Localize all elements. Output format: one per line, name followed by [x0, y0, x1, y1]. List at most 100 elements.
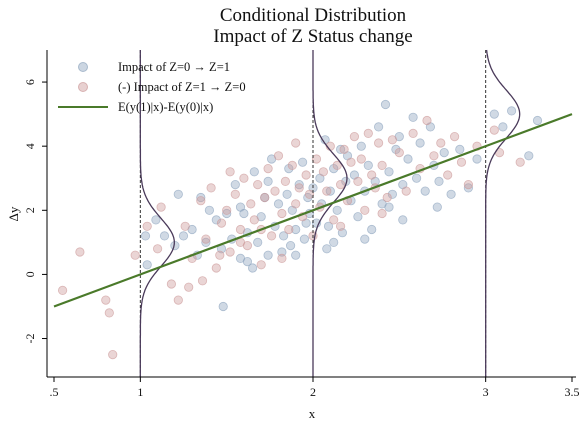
y-tick-label-4: 6: [23, 79, 37, 85]
point-z1-6: [142, 221, 152, 231]
point-z1-11: [180, 221, 190, 231]
point-z1-10: [173, 295, 183, 305]
point-z1-80: [184, 282, 194, 292]
point-z1-18: [222, 205, 232, 215]
point-z1-25: [249, 215, 259, 225]
point-z1-61: [373, 138, 384, 148]
point-z0-55: [356, 141, 366, 151]
point-z0-1: [142, 260, 152, 270]
point-z0-79: [463, 183, 473, 193]
point-z1-81: [197, 276, 208, 286]
x-tick-label-0: .5: [50, 385, 59, 399]
point-z1-66: [401, 186, 411, 196]
point-z0-86: [235, 202, 246, 212]
point-z1-57: [360, 205, 370, 215]
point-z1-16: [211, 263, 221, 273]
y-axis-label: Δy: [6, 206, 21, 221]
point-z0-76: [439, 148, 449, 158]
point-z1-63: [382, 192, 392, 203]
point-z0-6: [178, 231, 189, 241]
point-z0-9: [201, 237, 211, 247]
point-z1-29: [263, 164, 273, 174]
point-z0-75: [434, 176, 444, 186]
point-z1-64: [387, 135, 397, 145]
point-z1-35: [284, 224, 294, 235]
point-z1-33: [277, 208, 287, 219]
point-z0-90: [242, 256, 252, 267]
point-z1-5: [130, 250, 140, 260]
y-axis-ticks: -2 0 2 4 6: [23, 79, 47, 344]
point-z1-28: [260, 192, 270, 203]
point-z1-9: [166, 279, 176, 289]
point-z1-86: [335, 221, 346, 231]
point-z0-46: [329, 164, 339, 174]
point-z0-0: [140, 231, 151, 241]
point-z0-27: [273, 199, 284, 209]
point-z1-45: [318, 167, 328, 177]
y-tick-label-1: 0: [23, 271, 37, 277]
point-z1-43: [311, 154, 322, 164]
point-z1-19: [225, 247, 235, 257]
x-axis-label: x: [309, 406, 316, 421]
point-z0-93: [218, 301, 228, 312]
point-z0-72: [420, 186, 430, 196]
x-tick-label-4: 3.5: [565, 385, 580, 399]
legend-label-z1: (-) Impact of Z=1 → Z=0: [118, 80, 246, 94]
point-z1-85: [277, 253, 287, 263]
x-tick-label-1: 1: [137, 385, 143, 399]
point-z1-34: [280, 176, 290, 186]
x-axis-ticks: .5 1 2 3 3.5: [50, 377, 580, 399]
point-z0-82: [498, 122, 508, 132]
legend-label-z0: Impact of Z=0 → Z=1: [118, 60, 230, 74]
point-z0-15: [230, 180, 240, 190]
point-z1-1: [75, 247, 85, 257]
point-z0-92: [360, 234, 370, 244]
y-tick-label-2: 2: [23, 207, 37, 213]
point-z0-91: [291, 250, 301, 260]
chart-subtitle: Impact of Z Status change: [213, 26, 412, 47]
point-z1-58: [363, 128, 373, 138]
point-z1-55: [353, 176, 363, 186]
point-z0-83: [506, 106, 517, 116]
point-z0-34: [294, 180, 304, 190]
point-z1-69: [422, 115, 432, 126]
point-z1-27: [256, 260, 266, 270]
point-z1-46: [322, 186, 332, 196]
point-z0-64: [387, 189, 397, 199]
x-tick-label-2: 2: [310, 385, 316, 399]
density-curves: [139, 49, 521, 377]
point-z0-11: [211, 215, 221, 225]
point-z0-2: [151, 215, 161, 225]
point-z0-31: [285, 241, 296, 251]
point-z1-67: [408, 128, 418, 138]
point-z1-31: [270, 186, 280, 196]
point-z1-51: [339, 144, 349, 154]
point-z1-70: [429, 151, 439, 161]
point-z0-80: [472, 154, 482, 164]
point-z0-20: [249, 167, 259, 177]
point-z1-75: [463, 180, 473, 190]
point-z0-89: [322, 244, 332, 254]
point-z0-63: [384, 167, 394, 177]
point-z0-81: [489, 109, 499, 119]
regression-line-group: [53, 113, 573, 308]
point-z1-13: [196, 196, 206, 206]
legend-marker-z1: [78, 82, 88, 92]
legend-marker-z0: [78, 62, 88, 72]
chart-title: Conditional Distribution: [220, 5, 407, 26]
point-z1-72: [443, 170, 453, 180]
point-z0-33: [291, 224, 301, 235]
point-z0-21: [253, 237, 263, 247]
point-z0-36: [299, 234, 309, 244]
point-z0-48: [335, 144, 346, 154]
scatter-points: [57, 99, 543, 360]
point-z1-62: [377, 160, 387, 170]
point-z1-26: [253, 180, 263, 190]
point-z0-13: [222, 208, 232, 219]
point-z1-82: [215, 250, 225, 260]
point-z1-4: [108, 349, 118, 360]
y-tick-label-0: -2: [23, 334, 37, 344]
point-z1-3: [104, 308, 114, 318]
point-z0-84: [524, 151, 534, 161]
regression-line: [53, 113, 573, 308]
